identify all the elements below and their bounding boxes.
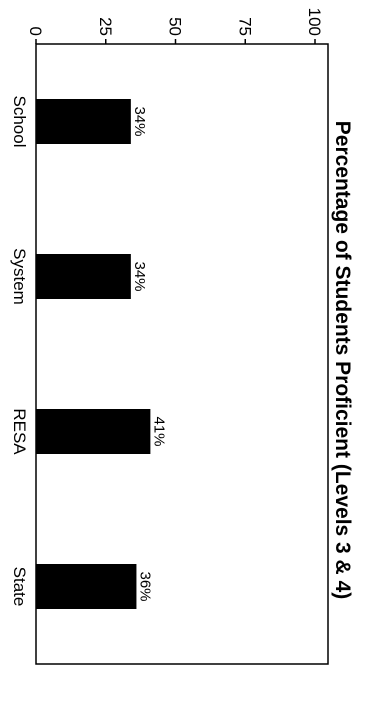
y-tick-label: 100	[305, 8, 324, 36]
bar-system	[36, 254, 131, 299]
bar-state	[36, 564, 137, 609]
bar-value-label: 41%	[150, 416, 167, 446]
y-tick-label: 75	[235, 17, 254, 36]
y-tick-label: 25	[96, 17, 115, 36]
y-axis: 0 25 50 75 100	[26, 8, 324, 44]
bar-resa	[36, 409, 151, 454]
x-category-label: RESA	[10, 408, 29, 455]
bar-value-label: 34%	[131, 261, 148, 291]
bars: 34% School 34% System 41% RESA 36% State	[10, 96, 167, 609]
x-category-label: State	[10, 567, 29, 607]
bar-value-label: 34%	[131, 106, 148, 136]
chart-title: Percentage of Students Proficient (Level…	[331, 121, 354, 599]
plot-frame	[35, 43, 329, 665]
bar-value-label: 36%	[136, 571, 153, 601]
x-category-label: School	[10, 96, 29, 148]
y-tick-label: 0	[26, 27, 45, 36]
x-category-label: System	[10, 248, 29, 305]
y-tick-label: 50	[166, 17, 185, 36]
bar-school	[36, 99, 131, 144]
